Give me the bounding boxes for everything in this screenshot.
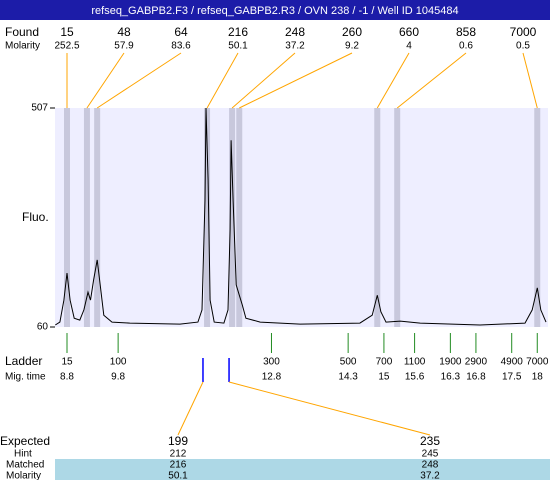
header-bar <box>0 0 550 20</box>
y-tick-label: 60 <box>37 322 49 333</box>
molarity-value: 0.5 <box>516 41 530 52</box>
found-connector <box>206 52 239 109</box>
mig-time-value: 9.8 <box>111 372 125 383</box>
fluorescence-trace <box>55 107 547 326</box>
found-value: 248 <box>285 25 305 39</box>
matched-value: 216 <box>170 460 187 471</box>
molarity-value: 57.9 <box>114 41 134 52</box>
molarity-value: 0.6 <box>459 41 473 52</box>
molarity-value: 37.2 <box>285 41 305 52</box>
mig-time-value: 16.3 <box>441 372 461 383</box>
found-value: 7000 <box>510 25 537 39</box>
mig-time-value: 8.8 <box>60 372 74 383</box>
ladder-value: 7000 <box>526 357 549 368</box>
found-connector <box>86 52 125 109</box>
found-connector <box>396 52 467 109</box>
mig-time-value: 12.8 <box>262 372 282 383</box>
expected-connector <box>228 381 431 436</box>
found-value: 15 <box>60 25 74 39</box>
found-label: Found <box>5 25 39 39</box>
chart-title: refseq_GABPB2.F3 / refseq_GABPB2.R3 / OV… <box>91 5 458 17</box>
expected-molarity-value: 50.1 <box>168 471 188 480</box>
ladder-value: 700 <box>376 357 393 368</box>
peak-band <box>534 108 541 327</box>
ladder-value: 15 <box>61 357 73 368</box>
peak-band <box>394 108 401 327</box>
ladder-value: 4900 <box>501 357 524 368</box>
mig-time-value: 15 <box>378 372 390 383</box>
mig-time-value: 14.3 <box>338 372 358 383</box>
peak-band <box>94 108 101 327</box>
y-axis-label: Fluo. <box>22 210 49 224</box>
matched-value: 248 <box>422 460 439 471</box>
peak-band <box>64 108 71 327</box>
expected-molarity-value: 37.2 <box>420 471 440 480</box>
molarity-value: 9.2 <box>345 41 359 52</box>
ladder-value: 300 <box>263 357 280 368</box>
mig-time-value: 17.5 <box>502 372 522 383</box>
expected-value: 235 <box>420 434 440 448</box>
peak-band <box>204 108 211 327</box>
found-value: 48 <box>117 25 131 39</box>
expected-label: Expected <box>0 434 50 448</box>
plot-area <box>55 108 548 327</box>
peak-band <box>83 108 90 327</box>
matched-row-bg <box>55 459 550 480</box>
found-connector <box>231 52 296 109</box>
found-value: 64 <box>174 25 188 39</box>
molarity-value: 4 <box>406 41 412 52</box>
molarity-value: 252.5 <box>54 41 79 52</box>
mig-time-value: 16.8 <box>466 372 486 383</box>
ladder-value: 1900 <box>439 357 462 368</box>
mig-time-label: Mig. time <box>5 372 46 383</box>
mig-time-value: 15.6 <box>405 372 425 383</box>
y-tick-label: 507 <box>31 103 48 114</box>
found-value: 216 <box>228 25 248 39</box>
found-value: 260 <box>342 25 362 39</box>
ladder-value: 500 <box>340 357 357 368</box>
peak-band <box>229 108 236 327</box>
molarity-label: Molarity <box>5 41 40 52</box>
found-connector <box>522 52 538 109</box>
expected-molarity-label: Molarity <box>6 471 41 480</box>
peak-band <box>374 108 381 327</box>
molarity-value: 83.6 <box>171 41 191 52</box>
matched-label: Matched <box>6 460 44 471</box>
ladder-value: 100 <box>110 357 127 368</box>
found-connector <box>96 52 182 109</box>
hint-label: Hint <box>14 449 32 460</box>
ladder-value: 1100 <box>404 357 426 368</box>
peak-band <box>236 108 243 327</box>
hint-value: 245 <box>422 449 439 460</box>
found-value: 858 <box>456 25 476 39</box>
mig-time-value: 18 <box>532 372 544 383</box>
expected-value: 199 <box>168 434 188 448</box>
ladder-label: Ladder <box>5 354 42 368</box>
molarity-value: 50.1 <box>228 41 248 52</box>
expected-connector <box>177 381 204 436</box>
found-connector <box>376 52 410 109</box>
found-value: 660 <box>399 25 419 39</box>
ladder-value: 2900 <box>465 357 488 368</box>
hint-value: 212 <box>170 449 187 460</box>
found-connector <box>239 52 353 109</box>
